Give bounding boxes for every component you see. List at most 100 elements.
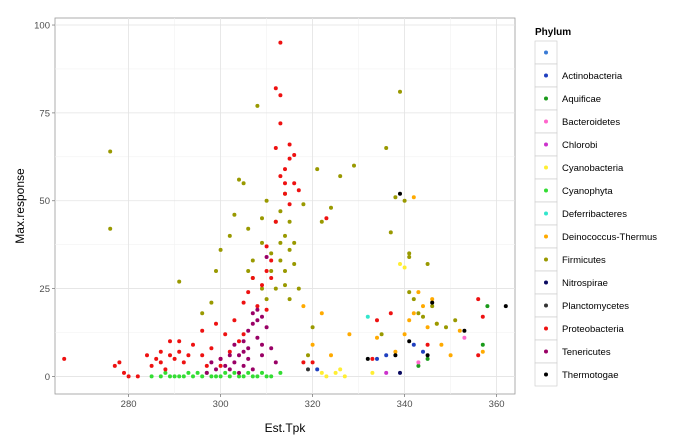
data-point xyxy=(388,311,393,316)
data-point xyxy=(462,335,467,340)
data-point xyxy=(250,276,255,280)
data-point xyxy=(241,181,246,186)
data-point xyxy=(200,328,205,333)
data-point xyxy=(292,181,297,186)
data-point xyxy=(407,255,412,259)
data-point xyxy=(250,311,255,316)
data-point xyxy=(273,360,278,365)
data-point xyxy=(273,86,278,91)
x-tick-label: 280 xyxy=(121,399,137,410)
data-point xyxy=(407,318,412,323)
data-point xyxy=(421,314,425,319)
data-point xyxy=(250,321,255,326)
data-point xyxy=(287,247,292,252)
data-point xyxy=(246,346,251,351)
y-axis-title: Max.response xyxy=(13,168,27,244)
data-point xyxy=(177,279,182,284)
data-point xyxy=(108,149,113,154)
data-point xyxy=(407,251,412,256)
data-point xyxy=(246,356,251,361)
data-point xyxy=(425,342,430,347)
data-point xyxy=(122,370,126,375)
legend-label: Bacteroidetes xyxy=(562,117,620,128)
data-point xyxy=(241,339,246,344)
legend-key-point xyxy=(544,234,548,239)
data-point xyxy=(232,212,237,217)
data-point xyxy=(329,205,333,210)
data-point xyxy=(260,342,264,347)
data-point xyxy=(246,370,251,375)
x-tick-label: 300 xyxy=(213,399,229,410)
data-point xyxy=(218,247,223,252)
data-point xyxy=(301,360,306,365)
data-point xyxy=(181,374,186,379)
data-point xyxy=(145,353,149,358)
data-point xyxy=(200,353,205,358)
data-point xyxy=(319,311,324,316)
data-point xyxy=(186,370,191,375)
data-point xyxy=(402,265,407,270)
data-point xyxy=(255,374,260,379)
data-point xyxy=(407,339,412,344)
y-tick-label: 25 xyxy=(39,284,50,295)
data-point xyxy=(393,349,398,354)
data-point xyxy=(439,342,444,347)
legend-key-point xyxy=(544,326,548,331)
legend: Phylum Actinobacteria Aquificae Bacteroide… xyxy=(534,27,657,387)
data-point xyxy=(273,219,278,224)
data-point xyxy=(168,339,172,344)
data-point xyxy=(402,198,407,203)
data-point xyxy=(315,367,320,372)
x-tick-label: 320 xyxy=(305,399,321,410)
data-point xyxy=(260,314,264,319)
data-point xyxy=(260,240,264,245)
data-point xyxy=(227,349,232,354)
x-tick-label: 360 xyxy=(489,399,505,410)
legend-key-point xyxy=(544,257,548,262)
data-point xyxy=(255,103,260,108)
data-point xyxy=(319,219,324,224)
data-point xyxy=(324,216,329,221)
data-point xyxy=(255,304,260,309)
legend-label: Planctomycetes xyxy=(562,301,629,312)
data-point xyxy=(269,251,274,256)
data-point xyxy=(269,374,274,379)
data-point xyxy=(260,370,264,375)
data-point xyxy=(388,230,393,235)
data-point xyxy=(421,349,425,354)
data-point xyxy=(375,318,379,323)
data-point xyxy=(264,269,269,273)
data-point xyxy=(237,339,241,344)
legend-key-point xyxy=(544,119,548,124)
data-point xyxy=(416,290,421,295)
data-point xyxy=(283,181,287,186)
data-point xyxy=(269,258,274,263)
data-point xyxy=(227,233,232,238)
data-point xyxy=(255,307,260,312)
data-point xyxy=(264,307,269,312)
data-point xyxy=(158,360,163,365)
data-point xyxy=(241,363,246,368)
legend-label: Cyanophyta xyxy=(562,186,613,197)
data-point xyxy=(172,356,177,361)
data-point xyxy=(218,374,223,379)
data-point xyxy=(200,374,205,379)
data-point xyxy=(264,255,269,259)
data-point xyxy=(301,304,306,309)
data-point xyxy=(214,321,218,326)
data-point xyxy=(149,374,154,379)
data-point xyxy=(352,163,356,168)
data-point xyxy=(278,93,283,98)
data-point xyxy=(278,209,283,214)
data-point xyxy=(407,290,412,295)
data-point xyxy=(402,332,407,337)
data-point xyxy=(264,198,269,203)
data-point xyxy=(292,153,297,157)
data-point xyxy=(310,325,315,330)
data-point xyxy=(209,300,214,305)
data-points xyxy=(62,40,508,379)
data-point xyxy=(301,202,306,207)
data-point xyxy=(241,349,246,354)
legend-label: Chlorobi xyxy=(562,140,597,151)
data-point xyxy=(237,374,241,379)
